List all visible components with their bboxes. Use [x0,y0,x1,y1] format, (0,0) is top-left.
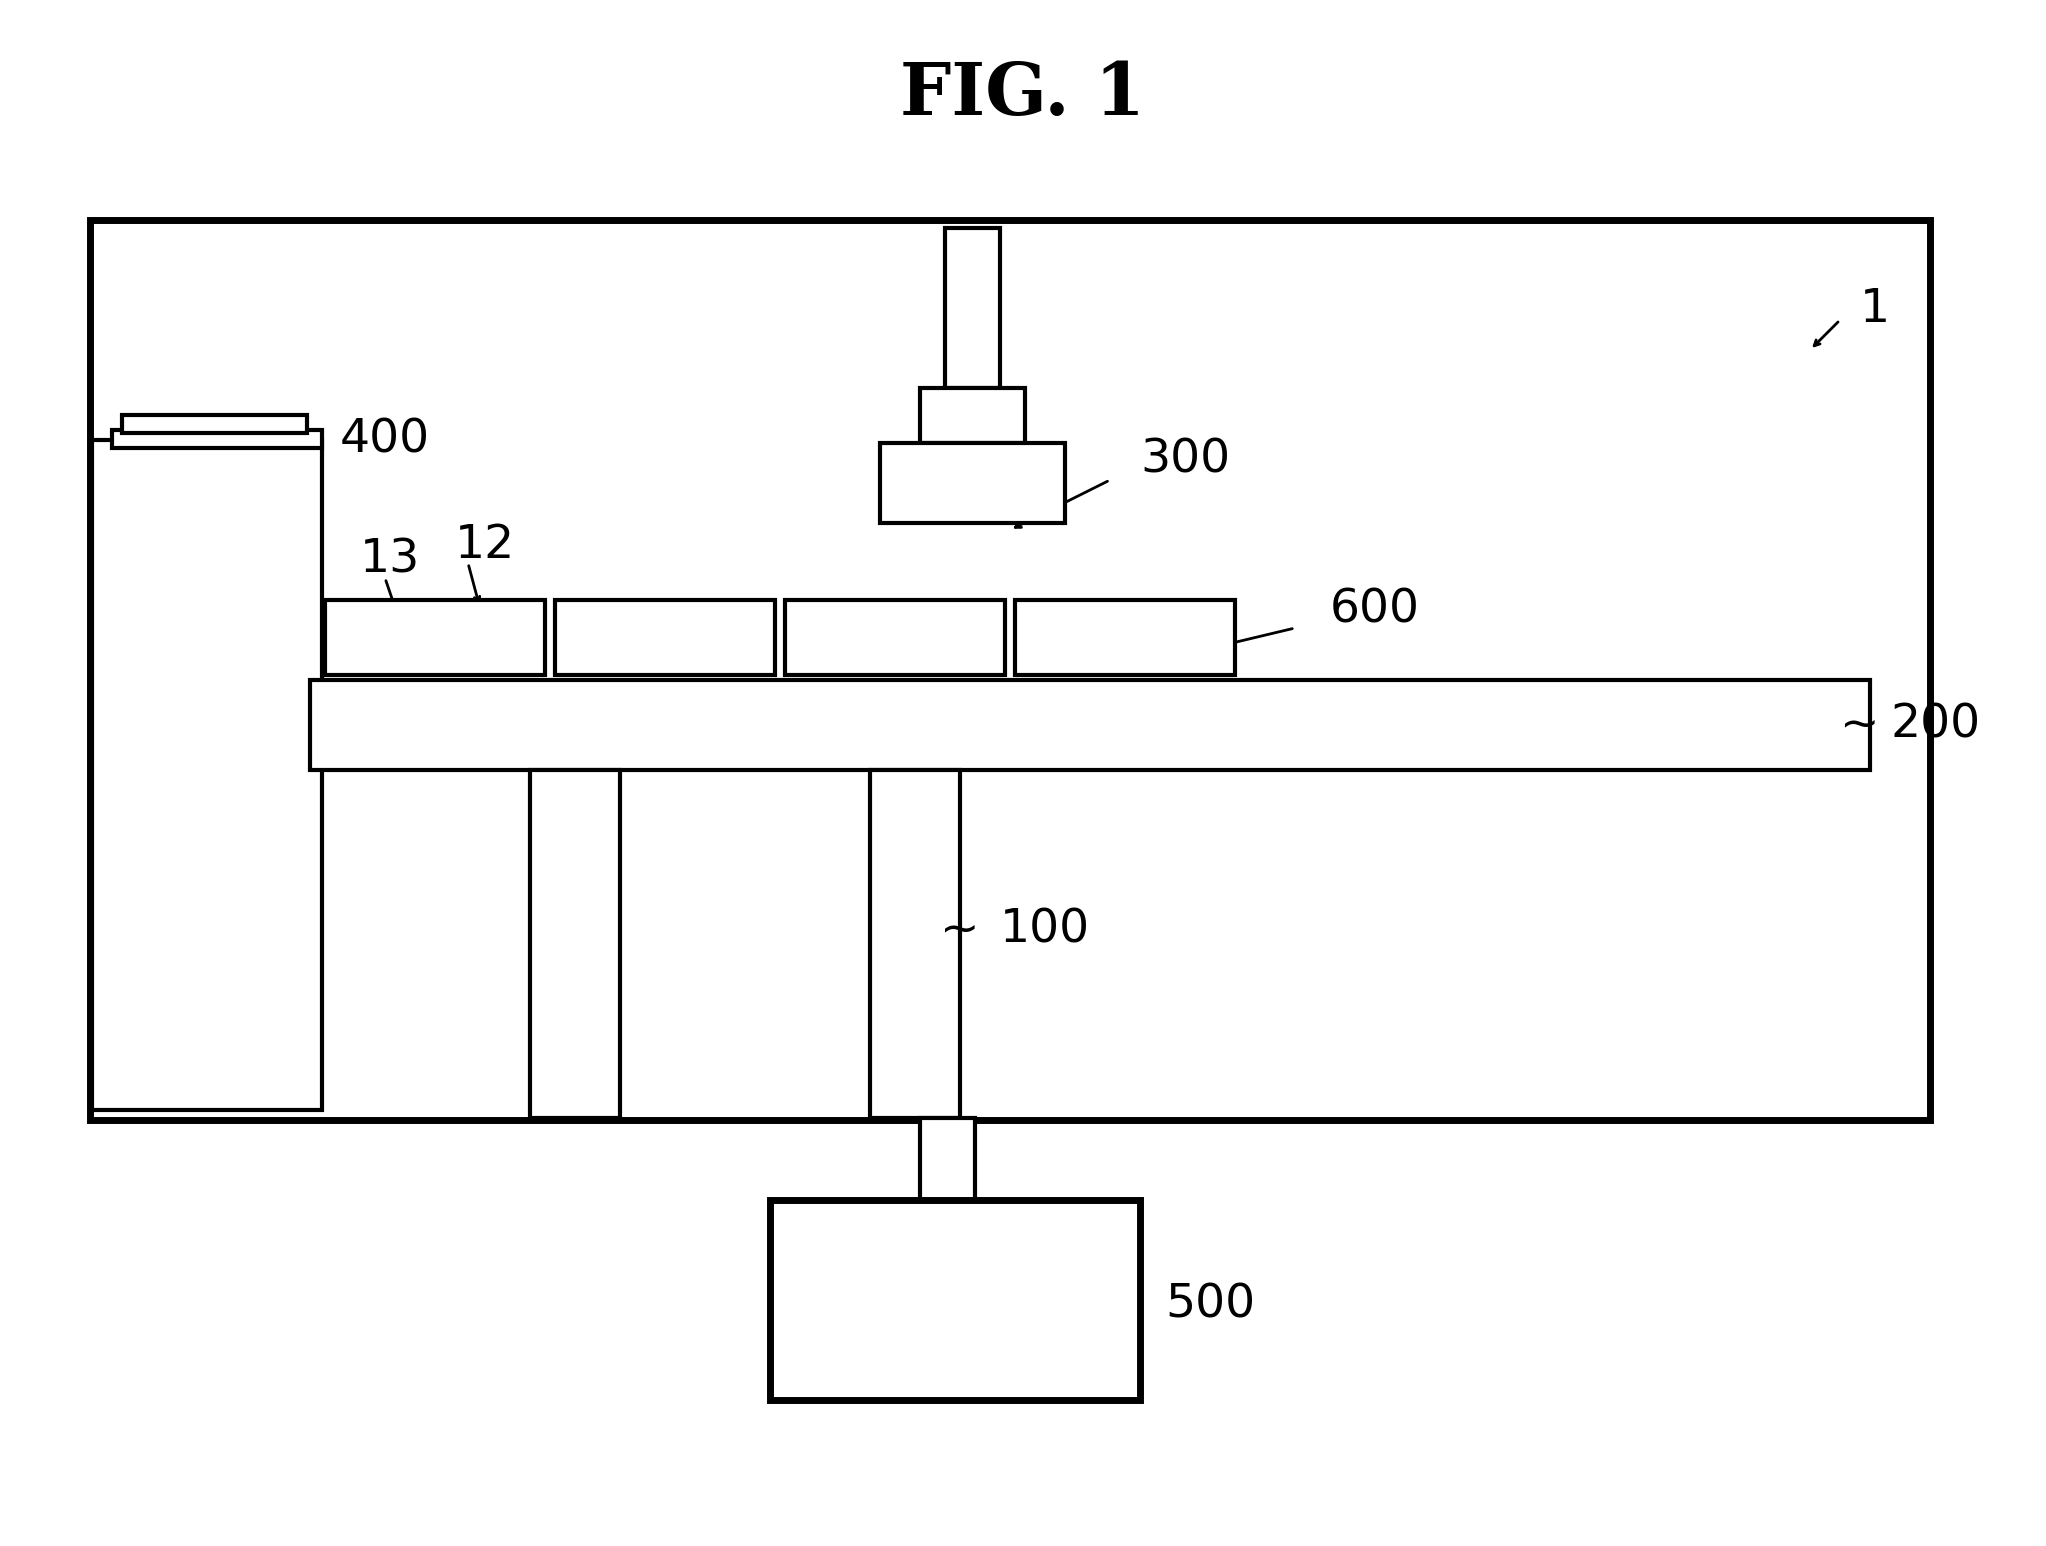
Bar [945,227,1000,388]
Bar [786,600,1005,676]
Bar [90,220,1929,1119]
Bar [123,414,307,433]
Text: SUCTION
MECHANISM: SUCTION MECHANISM [829,1260,1080,1339]
Text: ~: ~ [1839,702,1880,748]
Bar [92,441,321,1110]
Text: FIG. 1: FIG. 1 [900,59,1146,130]
Text: ~: ~ [941,908,980,952]
Bar [530,770,620,1118]
Text: 200: 200 [1891,702,1981,748]
Text: 1: 1 [1860,288,1891,332]
Text: 500: 500 [1164,1283,1254,1328]
Bar [880,444,1066,523]
Bar [870,770,960,1118]
Bar [554,600,775,676]
Text: 13: 13 [360,538,419,583]
Bar [769,1200,1140,1401]
Bar [325,600,544,676]
Text: 100: 100 [1000,908,1091,952]
Text: 300: 300 [1140,438,1230,482]
Bar [113,430,321,448]
Bar [921,1118,976,1200]
Text: 400: 400 [340,417,430,462]
Bar [311,680,1870,770]
Text: 12: 12 [454,523,516,567]
Bar [921,388,1025,444]
Text: 600: 600 [1330,587,1420,632]
Text: ~: ~ [280,417,319,462]
Bar [1015,600,1236,676]
Text: ~: ~ [1103,1283,1144,1328]
